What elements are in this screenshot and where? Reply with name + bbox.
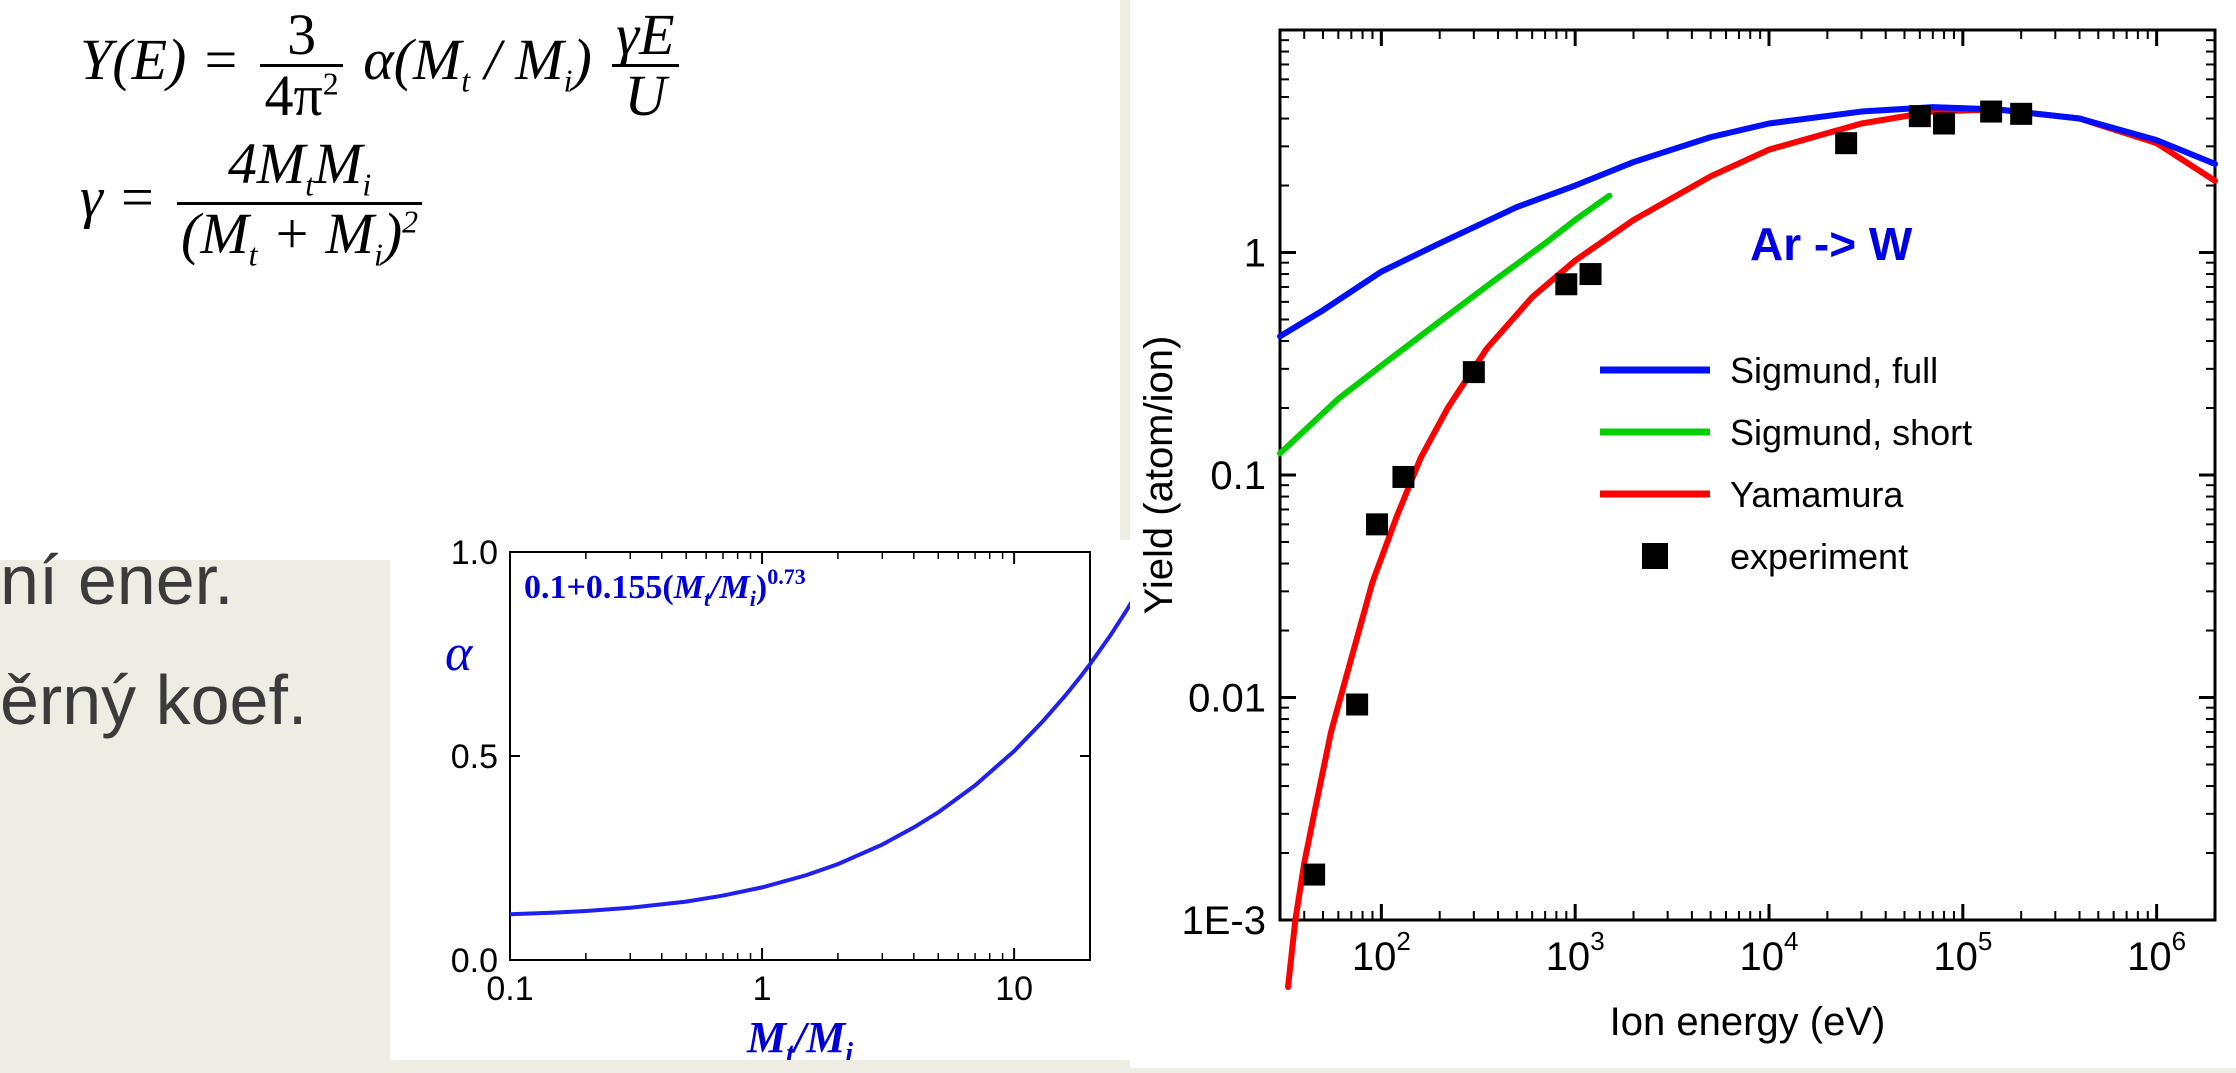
formulas-block: Y(E) = 3 4π2 α(Mt / Mi) γE U γ = 4MtMi (…: [80, 6, 1140, 281]
svg-text:Yamamura: Yamamura: [1730, 474, 1904, 515]
svg-text:0.01: 0.01: [1188, 677, 1266, 721]
svg-text:1: 1: [753, 970, 772, 1008]
svg-text:103: 103: [1546, 926, 1605, 979]
alpha-chart-svg: 0.00.51.00.1110α0.1+0.155(Mt/Mi)0.73Mt/M…: [390, 540, 1130, 1060]
svg-text:0.1: 0.1: [1210, 454, 1266, 498]
svg-text:Sigmund, full: Sigmund, full: [1730, 350, 1938, 391]
alpha-chart: 0.00.51.00.1110α0.1+0.155(Mt/Mi)0.73Mt/M…: [390, 540, 1130, 1060]
svg-text:0.1+0.155(Mt/Mi)0.73: 0.1+0.155(Mt/Mi)0.73: [524, 564, 806, 611]
svg-text:experiment: experiment: [1730, 536, 1908, 577]
svg-text:Mt/Mi: Mt/Mi: [746, 1013, 853, 1060]
main-chart-svg: 1E-3 0.01 0.1 1 102 103 104 105 106 Ar -> W Ion en…: [1130, 0, 2236, 1068]
svg-text:α: α: [445, 625, 474, 682]
side-line2: ěrný koef.: [0, 660, 307, 740]
svg-text:Ar -> W: Ar -> W: [1750, 218, 1913, 270]
svg-text:0.5: 0.5: [451, 738, 498, 776]
svg-text:104: 104: [1740, 926, 1799, 979]
lhs: γ =: [80, 164, 157, 229]
svg-text:Sigmund, short: Sigmund, short: [1730, 412, 1972, 453]
formula-gamma: γ = 4MtMi (Mt + Mi)2: [80, 135, 1140, 271]
side-labels: ní ener. ěrný koef.: [0, 540, 307, 740]
main-chart: 1E-3 0.01 0.1 1 102 103 104 105 106 Ar -> W Ion en…: [1130, 0, 2236, 1068]
svg-text:106: 106: [2127, 926, 2186, 979]
formula-Y: Y(E) = 3 4π2 α(Mt / Mi) γE U: [80, 6, 1140, 125]
svg-text:Ion energy (eV): Ion energy (eV): [1610, 1000, 1886, 1044]
svg-text:10: 10: [995, 970, 1033, 1008]
svg-text:105: 105: [1933, 926, 1992, 979]
svg-text:0.1: 0.1: [486, 970, 533, 1008]
svg-text:1: 1: [1244, 232, 1266, 276]
side-line1: ní ener.: [0, 540, 307, 620]
svg-text:Yield (atom/ion): Yield (atom/ion): [1137, 336, 1181, 615]
svg-text:102: 102: [1352, 926, 1411, 979]
svg-text:1E-3: 1E-3: [1182, 899, 1267, 943]
svg-text:1.0: 1.0: [451, 540, 498, 572]
lhs: Y(E) =: [80, 27, 240, 92]
